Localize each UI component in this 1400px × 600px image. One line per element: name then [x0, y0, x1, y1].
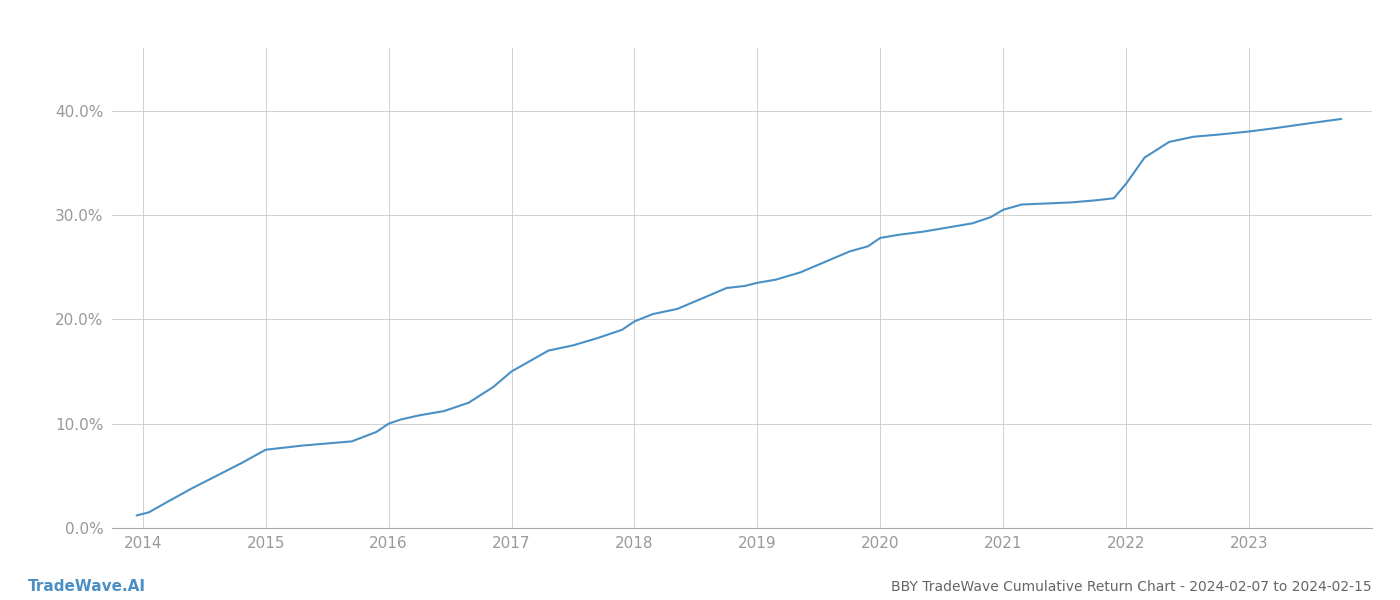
- Text: BBY TradeWave Cumulative Return Chart - 2024-02-07 to 2024-02-15: BBY TradeWave Cumulative Return Chart - …: [892, 580, 1372, 594]
- Text: TradeWave.AI: TradeWave.AI: [28, 579, 146, 594]
